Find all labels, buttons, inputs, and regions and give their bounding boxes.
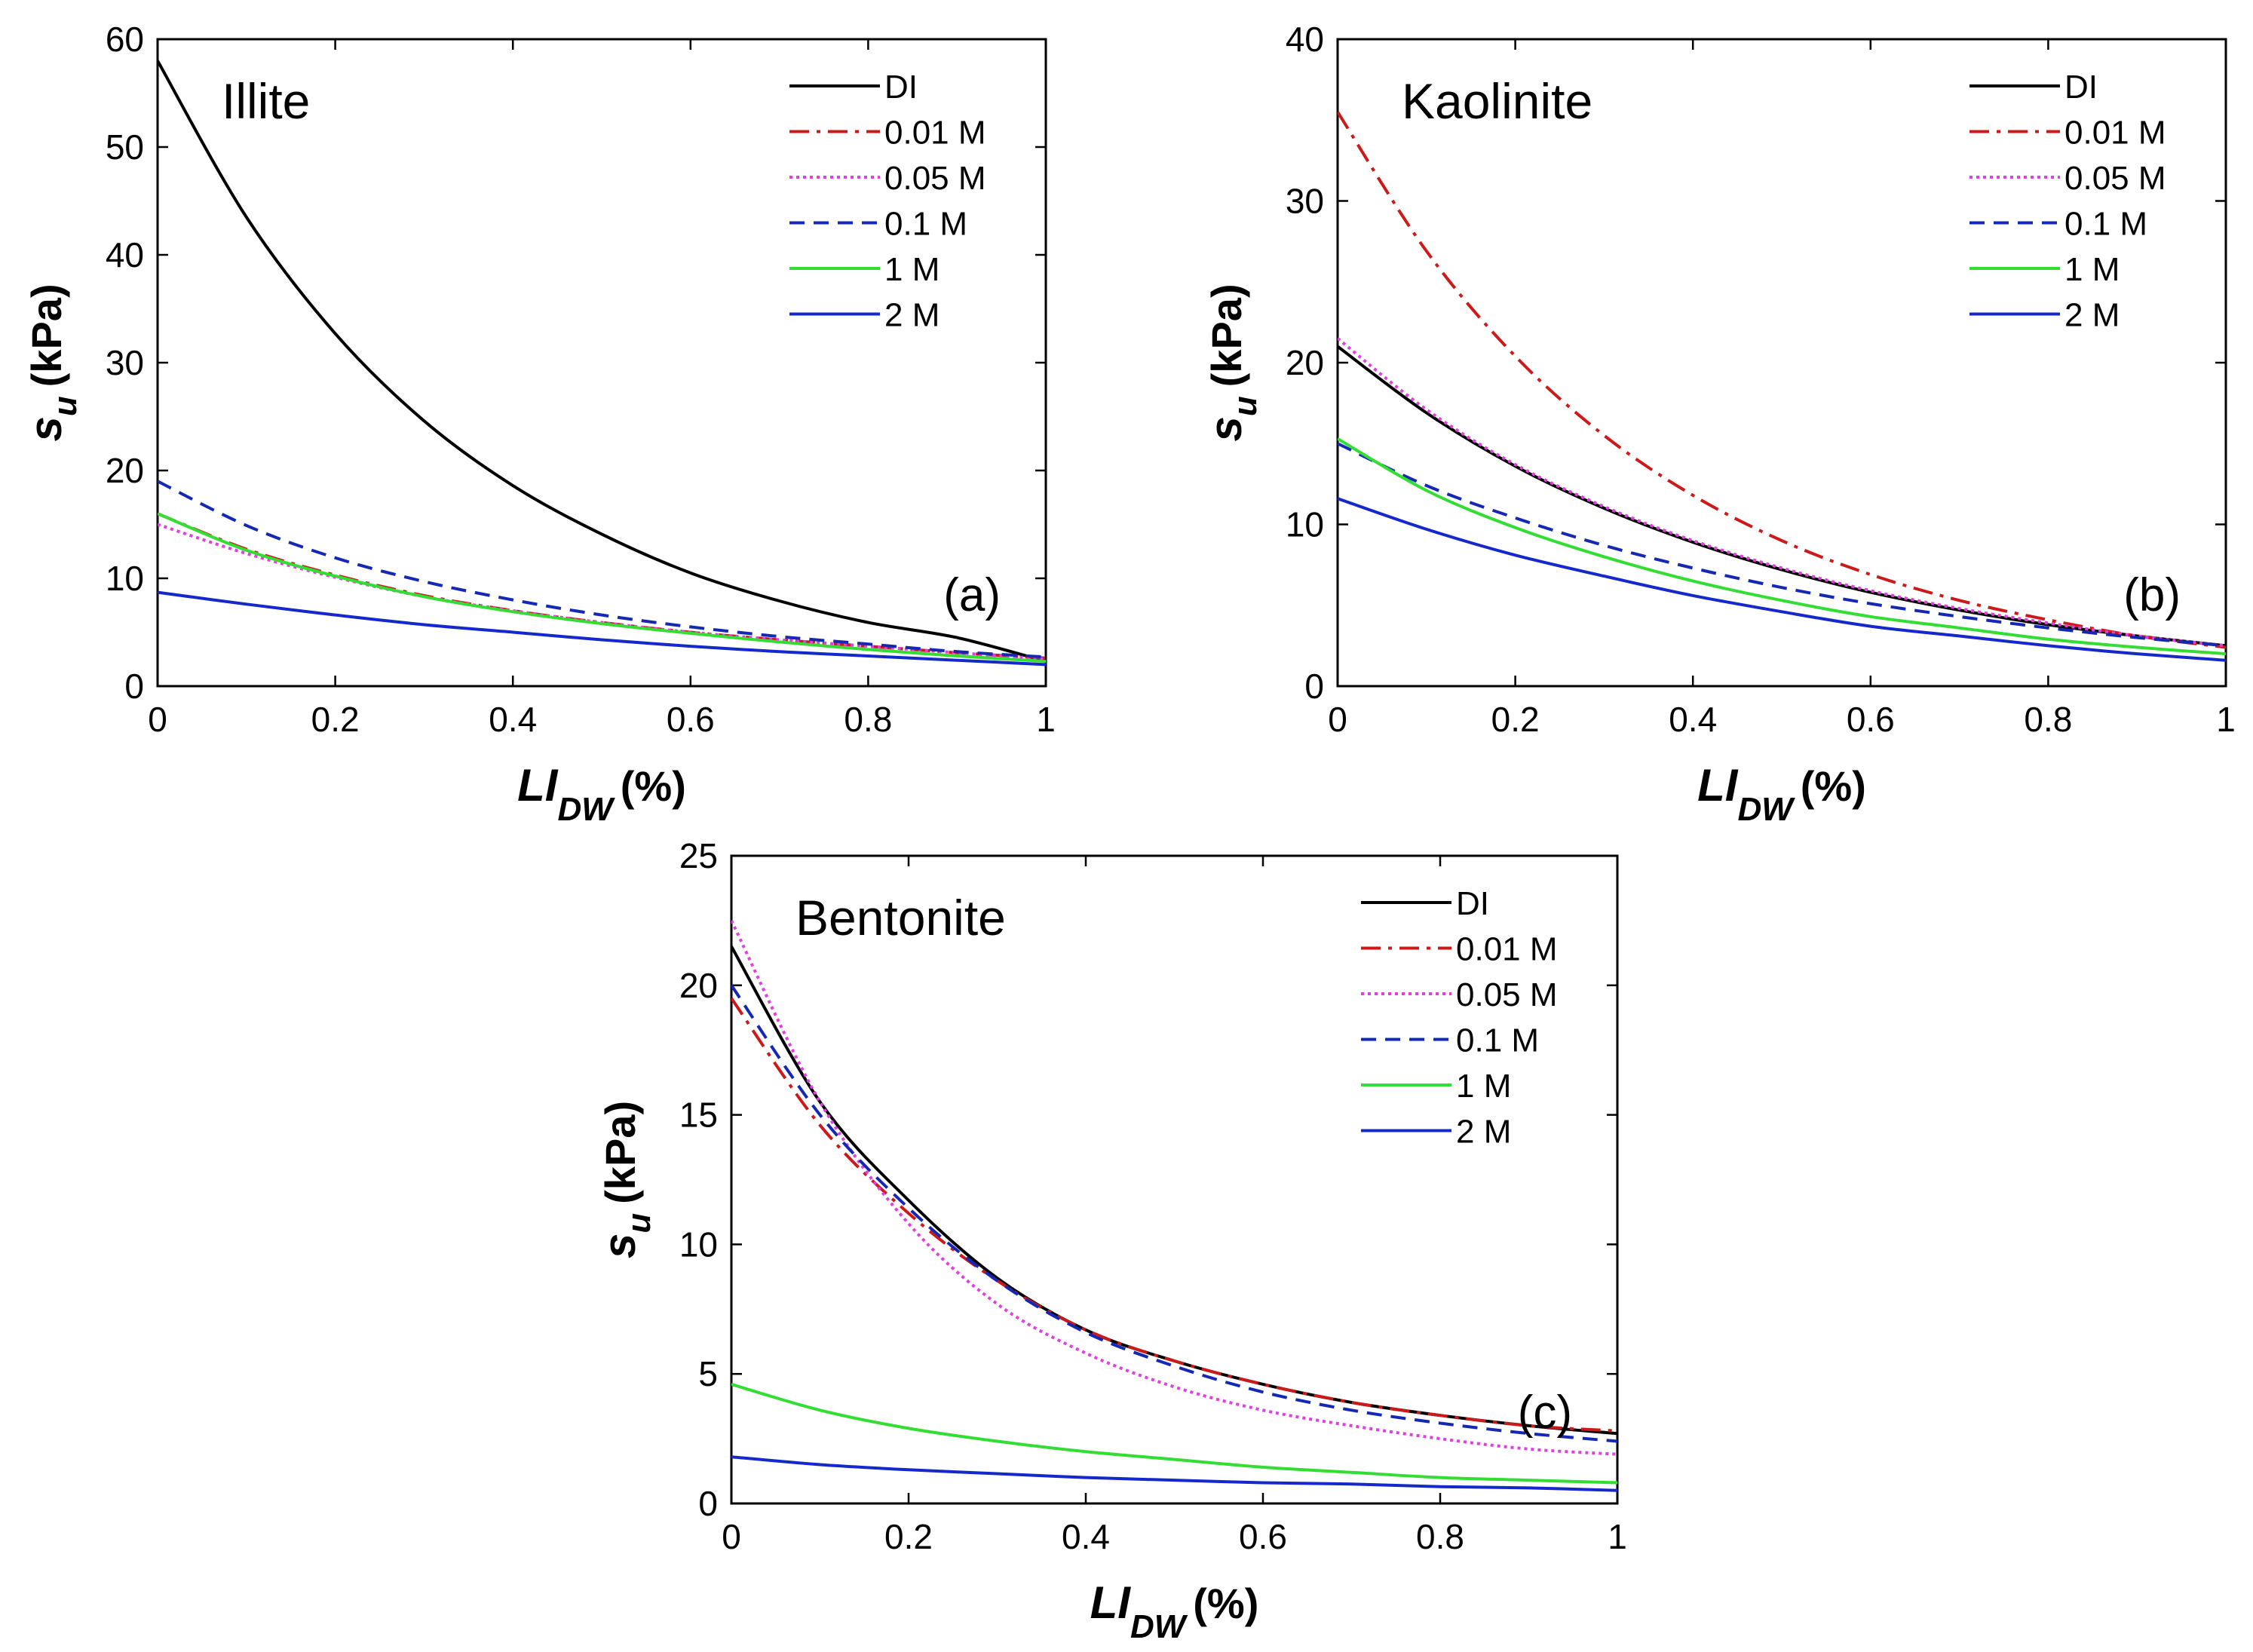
x-tick-label: 0.8 xyxy=(1416,1517,1464,1556)
legend-label: 2 M xyxy=(1456,1114,1511,1151)
panel-tag: (a) xyxy=(943,569,1001,621)
legend-label: 2 M xyxy=(2064,297,2120,334)
series-group xyxy=(731,920,1617,1492)
series-line-1-m xyxy=(731,1382,1617,1485)
panel-b: 0 0.2 0.4 0.6 0.8 1010203040Kaolinite(b)DI0.0… xyxy=(1200,20,2236,828)
legend-label: 0.05 M xyxy=(2064,160,2166,197)
panel-a: 0 0.2 0.4 0.6 0.8 10102030405060Illite(a)DI0.… xyxy=(20,20,1056,828)
x-tick-label: 1 xyxy=(1036,700,1056,739)
series-line-2-m xyxy=(1338,497,2226,662)
x-tick-label: 0.2 xyxy=(1491,700,1540,739)
y-tick-label: 30 xyxy=(106,343,144,382)
y-tick-label: 60 xyxy=(106,20,144,59)
legend-label: 0.01 M xyxy=(2064,115,2166,152)
legend-label: 0.1 M xyxy=(884,206,967,243)
legend-label: 1 M xyxy=(1456,1068,1511,1105)
axes-frame xyxy=(156,38,1047,688)
y-tick-label: 25 xyxy=(679,836,718,875)
y-axis-label: su(kPa) xyxy=(1200,284,1264,441)
legend-label: DI xyxy=(884,69,918,106)
x-tick-label: 0.6 xyxy=(667,700,715,739)
panel-title: Illite xyxy=(222,73,310,129)
y-tick-label: 10 xyxy=(1286,505,1324,544)
legend-label: 0.01 M xyxy=(1456,931,1558,968)
x-tick-label: 1 xyxy=(1608,1517,1627,1556)
x-tick-label: 0 xyxy=(1328,700,1347,739)
legend: DI 0.01 M 0.05 M 0.1 M 1 M 2 M xyxy=(1969,69,2166,334)
series-line-2-m xyxy=(731,1455,1617,1492)
y-tick-label: 30 xyxy=(1286,182,1324,221)
legend: DI 0.01 M 0.05 M 0.1 M 1 M 2 M xyxy=(1361,885,1558,1151)
x-tick-label: 0 xyxy=(148,700,167,739)
x-tick-label: 1 xyxy=(2216,700,2236,739)
legend-label: 0.05 M xyxy=(1456,976,1558,1013)
series-line-0-05-m xyxy=(1338,337,2226,648)
legend-label: 1 M xyxy=(2064,251,2120,288)
x-axis-label: LIDW (%) xyxy=(1697,760,1866,828)
x-tick-label: 0.2 xyxy=(311,700,360,739)
panel-title: Bentonite xyxy=(795,890,1006,946)
y-tick-label: 20 xyxy=(106,451,144,490)
panel-c: 0 0.2 0.4 0.6 0.8 10510152025Bentonite(c)DI0.… xyxy=(594,836,1627,1645)
x-axis-label: LIDW (%) xyxy=(517,760,686,828)
x-tick-label: 0 xyxy=(722,1517,741,1556)
series-line-0-1-m xyxy=(1338,442,2226,648)
x-tick-label: 0.2 xyxy=(884,1517,933,1556)
x-tick-label: 0.4 xyxy=(1669,700,1717,739)
legend-label: DI xyxy=(1456,885,1489,922)
legend-label: 0.05 M xyxy=(884,160,986,197)
y-tick-label: 0 xyxy=(698,1484,718,1523)
x-tick-label: 0.6 xyxy=(1847,700,1895,739)
series-line-0-1-m xyxy=(731,984,1617,1443)
y-tick-label: 50 xyxy=(106,127,144,167)
series-group xyxy=(1338,111,2226,662)
x-tick-label: 0.8 xyxy=(844,700,892,739)
y-tick-label: 40 xyxy=(1286,20,1324,59)
legend-label: 0.1 M xyxy=(1456,1022,1539,1059)
y-tick-label: 5 xyxy=(698,1354,718,1393)
series-line-0-1-m xyxy=(158,480,1046,659)
y-axis-label: su(kPa) xyxy=(594,1101,658,1258)
x-tick-label: 0.6 xyxy=(1239,1517,1287,1556)
legend-label: DI xyxy=(2064,69,2098,106)
legend-label: 0.01 M xyxy=(884,115,986,152)
series-group xyxy=(158,60,1046,667)
y-tick-label: 20 xyxy=(1286,343,1324,382)
legend: DI 0.01 M 0.05 M 0.1 M 1 M 2 M xyxy=(789,69,986,334)
y-tick-label: 20 xyxy=(679,966,718,1005)
legend-label: 0.1 M xyxy=(2064,206,2147,243)
x-tick-label: 0.4 xyxy=(489,700,537,739)
legend-label: 1 M xyxy=(884,251,940,288)
x-axis-label: LIDW (%) xyxy=(1090,1577,1259,1645)
y-tick-label: 10 xyxy=(106,559,144,598)
y-tick-label: 0 xyxy=(124,667,144,706)
series-line-2-m xyxy=(158,590,1046,667)
panel-tag: (c) xyxy=(1518,1387,1572,1439)
y-axis-label: su(kPa) xyxy=(20,284,84,441)
series-line-0-01-m xyxy=(731,997,1617,1433)
axes-frame xyxy=(1336,38,2227,688)
x-tick-label: 0.4 xyxy=(1062,1517,1110,1556)
y-tick-label: 40 xyxy=(106,235,144,274)
y-tick-label: 0 xyxy=(1304,667,1324,706)
series-line-1-m xyxy=(158,512,1046,664)
legend-label: 2 M xyxy=(884,297,940,334)
series-line-0-05-m xyxy=(731,920,1617,1456)
series-line-di xyxy=(158,60,1046,664)
y-tick-label: 15 xyxy=(679,1096,718,1135)
y-tick-label: 10 xyxy=(679,1224,718,1264)
x-tick-label: 0.8 xyxy=(2024,700,2072,739)
series-line-1-m xyxy=(1338,437,2226,656)
panel-title: Kaolinite xyxy=(1402,73,1592,129)
panel-tag: (b) xyxy=(2123,569,2181,621)
